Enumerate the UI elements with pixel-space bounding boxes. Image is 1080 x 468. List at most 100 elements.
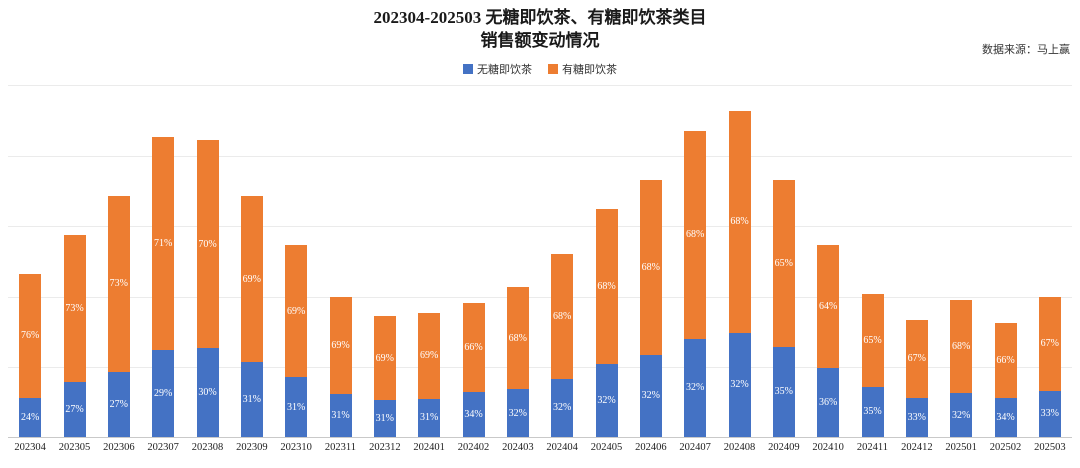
segment-label: 27%	[109, 398, 128, 410]
segment-label: 68%	[641, 261, 660, 273]
segment-label: 27%	[65, 404, 84, 416]
segment-sugared-tea: 68%	[684, 130, 707, 339]
segment-sugared-tea: 65%	[861, 293, 884, 387]
segment-sugar-free-tea: 32%	[639, 354, 662, 437]
stacked-bar-202307: 71% 29%	[152, 137, 175, 437]
legend-item: 有糖即饮茶	[548, 61, 617, 77]
segment-sugar-free-tea: 31%	[240, 362, 263, 437]
chart-title-line2: 销售额变动情况	[480, 31, 600, 50]
x-axis-label: 202407	[679, 442, 711, 453]
segment-label: 32%	[952, 409, 971, 421]
segment-sugar-free-tea: 35%	[772, 346, 795, 437]
x-axis-label: 202406	[635, 442, 667, 453]
gridline	[8, 155, 1072, 157]
segment-label: 69%	[331, 339, 350, 351]
segment-sugar-free-tea: 32%	[728, 332, 751, 437]
segment-sugared-tea: 67%	[1038, 296, 1061, 391]
gridline	[8, 85, 1072, 86]
stacked-bar-202311: 69% 31%	[329, 296, 352, 437]
chart-title: 202304-202503 无糖即饮茶、有糖即饮茶类目 销售额变动情况	[0, 6, 1080, 52]
segment-label: 69%	[375, 352, 394, 364]
legend: 无糖即饮茶 有糖即饮茶	[0, 61, 1080, 77]
data-source-note: 数据来源：马上赢	[982, 44, 1070, 56]
x-axis-label: 202402	[457, 442, 490, 453]
segment-label: 66%	[464, 341, 483, 353]
segment-label: 69%	[287, 305, 306, 317]
stacked-bar-202407: 68% 32%	[684, 130, 707, 437]
segment-label: 31%	[331, 409, 350, 421]
segment-label: 65%	[863, 334, 882, 346]
stacked-bar-202310: 69% 31%	[285, 244, 308, 437]
segment-label: 31%	[242, 394, 261, 406]
segment-sugared-tea: 68%	[950, 300, 973, 394]
segment-label: 32%	[641, 390, 660, 402]
stacked-bar-202501: 68% 32%	[950, 300, 973, 437]
segment-sugared-tea: 76%	[19, 274, 42, 398]
stacked-bar-202312: 69% 31%	[373, 316, 396, 437]
x-axis-label: 202308	[191, 442, 224, 453]
x-axis-label: 202503	[1034, 442, 1066, 453]
segment-label: 34%	[464, 408, 483, 420]
segment-sugared-tea: 69%	[285, 244, 308, 378]
segment-sugared-tea: 68%	[728, 111, 751, 333]
segment-label: 31%	[375, 412, 394, 424]
x-axis-label: 202501	[945, 442, 977, 453]
segment-sugared-tea: 68%	[506, 287, 529, 389]
segment-label: 68%	[686, 229, 705, 241]
segment-label: 65%	[774, 257, 793, 269]
stacked-bar-202502: 66% 34%	[994, 322, 1017, 437]
segment-label: 31%	[287, 401, 306, 413]
segment-sugared-tea: 69%	[373, 316, 396, 400]
segment-sugar-free-tea: 32%	[506, 389, 529, 437]
stacked-bar-202306: 73% 27%	[107, 195, 130, 437]
x-axis-label: 202502	[989, 442, 1022, 453]
x-axis-label: 202401	[413, 442, 445, 453]
segment-sugar-free-tea: 35%	[861, 386, 884, 437]
segment-label: 36%	[819, 396, 838, 408]
segment-label: 32%	[730, 379, 749, 391]
segment-sugar-free-tea: 24%	[19, 397, 42, 437]
segment-sugared-tea: 71%	[152, 137, 175, 350]
stacked-bar-202401: 69% 31%	[418, 313, 441, 437]
stacked-bar-202409: 65% 35%	[772, 179, 795, 438]
x-axis-label: 202408	[723, 442, 756, 453]
segment-sugared-tea: 66%	[462, 303, 485, 392]
segment-sugared-tea: 73%	[107, 195, 130, 372]
segment-label: 76%	[21, 330, 40, 342]
x-axis-label: 202310	[280, 442, 312, 453]
x-axis-label: 202309	[236, 442, 268, 453]
legend-label: 无糖即饮茶	[477, 64, 532, 76]
segment-sugared-tea: 64%	[817, 244, 840, 368]
segment-sugared-tea: 70%	[196, 140, 219, 348]
legend-swatch	[548, 64, 558, 74]
segment-label: 68%	[508, 332, 527, 344]
segment-sugared-tea: 69%	[329, 296, 352, 394]
stacked-bar-202408: 68% 32%	[728, 111, 751, 437]
stacked-bar-202403: 68% 32%	[506, 287, 529, 437]
segment-label: 31%	[420, 412, 439, 424]
chart-title-line1: 202304-202503 无糖即饮茶、有糖即饮茶类目	[373, 8, 707, 27]
segment-sugar-free-tea: 29%	[152, 350, 175, 437]
segment-label: 69%	[420, 350, 439, 362]
segment-label: 73%	[109, 278, 128, 290]
x-axis-label: 202311	[324, 442, 356, 453]
x-axis-label: 202404	[546, 442, 578, 453]
segment-sugar-free-tea: 32%	[551, 378, 574, 437]
segment-label: 67%	[1040, 338, 1059, 350]
segment-label: 29%	[154, 388, 173, 399]
x-axis-label: 202410	[812, 442, 844, 453]
segment-sugar-free-tea: 31%	[329, 393, 352, 437]
segment-sugar-free-tea: 32%	[950, 393, 973, 437]
segment-label: 71%	[154, 238, 173, 250]
segment-sugar-free-tea: 33%	[1038, 390, 1061, 437]
legend-label: 有糖即饮茶	[562, 64, 617, 76]
stacked-bar-202309: 69% 31%	[240, 195, 263, 437]
stacked-bar-202305: 73% 27%	[63, 234, 86, 437]
segment-label: 68%	[952, 341, 971, 353]
x-axis-label: 202306	[103, 442, 135, 453]
segment-label: 32%	[553, 402, 572, 414]
segment-sugar-free-tea: 32%	[595, 364, 618, 437]
segment-label: 68%	[553, 310, 572, 322]
segment-sugared-tea: 73%	[63, 234, 86, 383]
segment-label: 66%	[996, 355, 1015, 367]
